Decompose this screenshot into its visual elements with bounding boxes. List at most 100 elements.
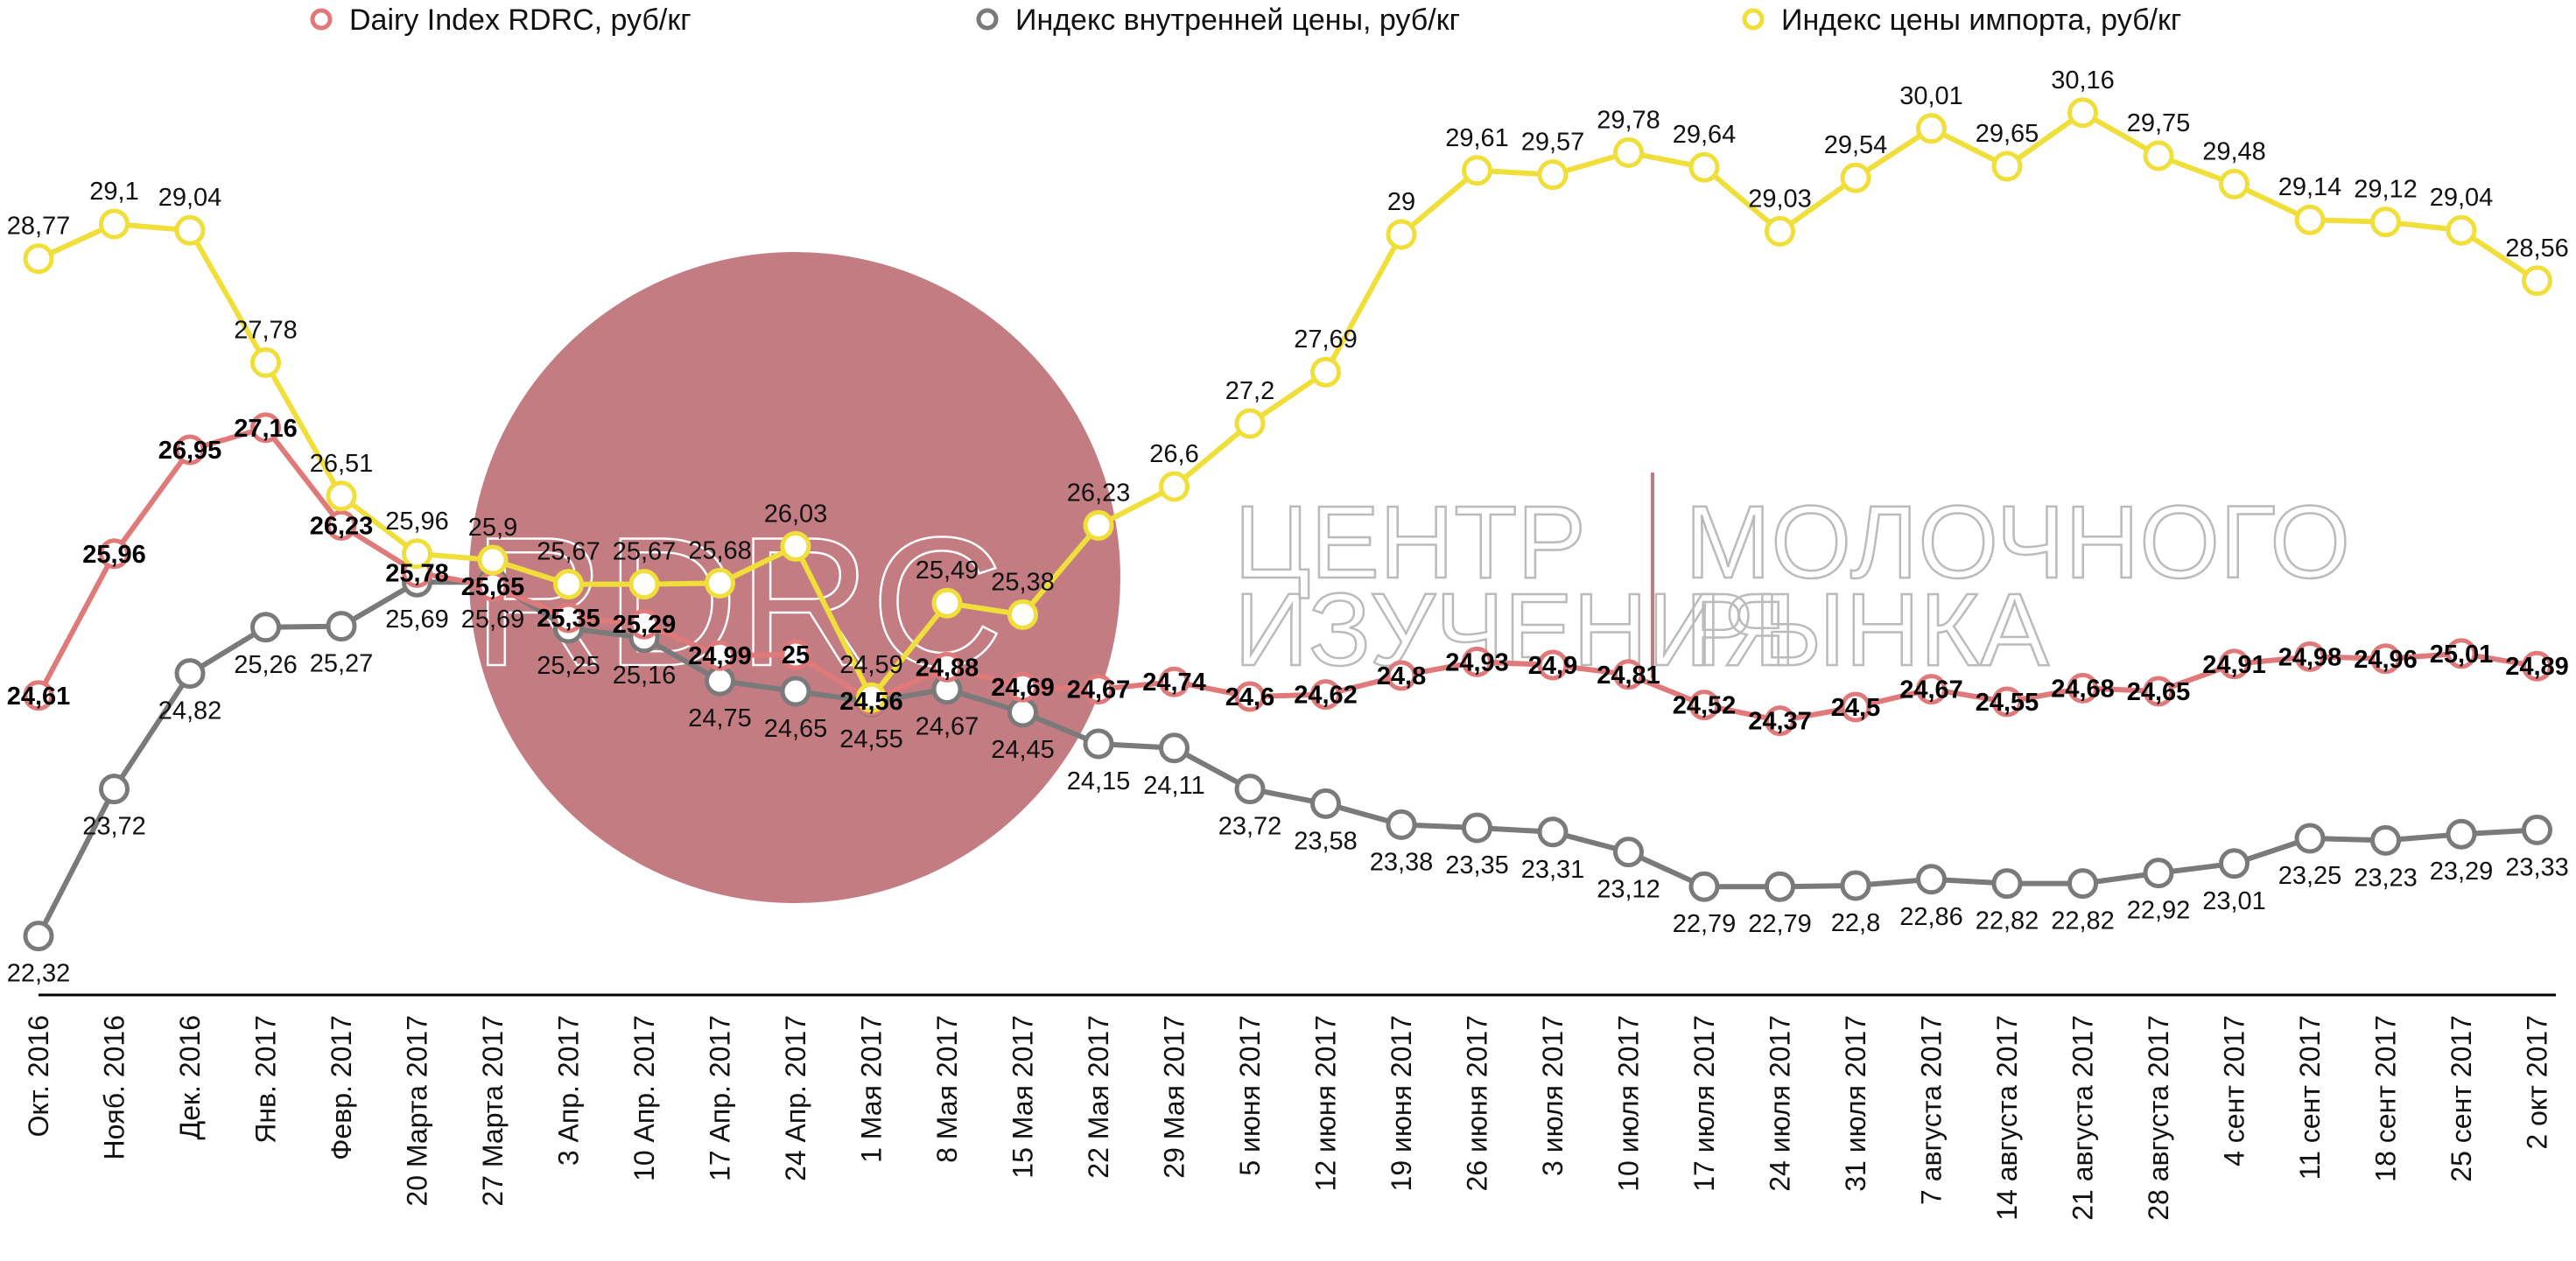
- import-price-index-data-label: 27,78: [234, 316, 298, 344]
- legend-label-1: Индекс внутренней цены, руб/кг: [1015, 4, 1460, 37]
- dairy-index-line: [36, 424, 2537, 724]
- dairy-index-point: [780, 639, 811, 670]
- dairy-index-data-label: 24,6: [1225, 683, 1274, 711]
- domestic-price-index-point: [1537, 816, 1569, 848]
- import-price-index-data-label: 29,75: [2127, 109, 2191, 137]
- dairy-index-data-label: 26,23: [310, 512, 374, 540]
- watermark-logo-text: RDRC: [473, 499, 1004, 704]
- x-tick-label: 4 сент 2017: [2219, 1015, 2250, 1166]
- import-price-index-data-label: 29,64: [1673, 121, 1737, 149]
- domestic-price-index-point: [2370, 824, 2401, 856]
- dairy-index-data-label: 24,55: [1976, 689, 2039, 717]
- x-tick-label: 27 Марта 2017: [477, 1015, 509, 1207]
- domestic-price-index-point: [1386, 809, 1417, 840]
- import-price-index-data-label: 30,01: [1899, 82, 1963, 110]
- domestic-price-index-data-label: 23,72: [82, 813, 146, 841]
- import-price-index-data-label: 29,78: [1597, 106, 1660, 134]
- import-price-index-data-label: 26,51: [310, 450, 374, 478]
- import-price-index-point: [402, 538, 432, 570]
- x-tick-label: 14 августа 2017: [1991, 1015, 2023, 1221]
- domestic-price-index-data-label: 23,29: [2430, 858, 2494, 886]
- domestic-price-index-point: [2294, 823, 2326, 854]
- import-price-index-data-label: 29,03: [1748, 185, 1812, 213]
- domestic-price-index-point: [23, 921, 54, 952]
- dairy-index-data-label: 24,68: [2051, 675, 2115, 703]
- import-price-index-data-label: 25,9: [468, 514, 517, 542]
- import-price-index-point: [1688, 151, 1720, 183]
- dairy-index-point: [250, 412, 281, 444]
- domestic-price-index-point: [1007, 697, 1038, 728]
- domestic-price-index-data-label: 23,12: [1597, 876, 1660, 904]
- domestic-price-index-data-label: 22,79: [1748, 910, 1812, 938]
- import-price-index-point: [2522, 265, 2552, 297]
- dairy-index-data-label: 25,78: [385, 559, 449, 587]
- x-tick-label: 18 сент 2017: [2370, 1015, 2402, 1182]
- import-price-index-point: [1083, 509, 1114, 541]
- domestic-price-index-data-label: 22,8: [1831, 909, 1880, 937]
- x-tick-label: 12 июня 2017: [1310, 1015, 1342, 1191]
- dairy-index-data-label: 24,61: [7, 683, 71, 711]
- import-price-index-data-label: 27,69: [1294, 326, 1358, 354]
- dairy-index-point: [174, 434, 206, 466]
- dairy-index-data-label: 24,88: [916, 654, 979, 682]
- domestic-price-index-data-label: 24,82: [158, 697, 222, 725]
- series-dairy-index: [23, 412, 2552, 737]
- domestic-price-index-point: [1234, 774, 1266, 805]
- watermark-logo: RDRC ЦЕНТР ИЗУЧЕНИЯ МОЛОЧНОГО РЫНКА: [469, 252, 2351, 903]
- dairy-index-point: [1159, 666, 1190, 697]
- import-price-index-point: [2446, 214, 2477, 246]
- domestic-price-index-data-label: 22,86: [1899, 903, 1963, 931]
- domestic-price-index-data-label: 24,11: [1143, 772, 1204, 800]
- dairy-index-data-label: 25,29: [613, 611, 677, 639]
- domestic-price-index-point: [1310, 788, 1341, 819]
- domestic-price-index-data-label: 25,26: [234, 651, 298, 679]
- dairy-index-data-label: 25,35: [537, 605, 600, 633]
- series-import-price-index: [23, 97, 2552, 713]
- import-price-index-point: [628, 569, 660, 600]
- import-price-index-point: [2370, 207, 2401, 238]
- x-tick-label: 20 Марта 2017: [402, 1015, 433, 1207]
- dairy-index-point: [23, 680, 54, 711]
- x-tick-label: 5 июня 2017: [1234, 1015, 1266, 1176]
- dairy-index-data-label: 24,56: [839, 688, 903, 716]
- import-price-index-point: [2219, 168, 2250, 200]
- import-price-index-point: [1007, 599, 1038, 630]
- import-price-index-point: [931, 587, 963, 619]
- dairy-index-point: [1386, 660, 1417, 691]
- x-tick-label: 24 июля 2017: [1765, 1015, 1796, 1192]
- import-price-index-data-label: 26,03: [764, 500, 828, 528]
- dairy-index-data-label: 24,37: [1748, 708, 1812, 736]
- x-tick-label: 28 августа 2017: [2143, 1015, 2174, 1221]
- dairy-index-data-label: 27,16: [234, 415, 298, 443]
- domestic-price-index-data-label: 23,31: [1521, 856, 1585, 884]
- dairy-index-point: [1840, 691, 1871, 723]
- domestic-price-index-point: [2067, 868, 2098, 900]
- domestic-price-index-data-label: 22,79: [1673, 910, 1737, 938]
- dairy-index-data-label: 24,99: [688, 642, 752, 670]
- x-tick-label: Янв. 2017: [250, 1015, 282, 1144]
- x-tick-label: 10 Апр. 2017: [628, 1015, 660, 1181]
- import-price-index-data-label: 28,56: [2505, 235, 2569, 263]
- domestic-price-index-data-label: 22,92: [2127, 897, 2191, 925]
- import-price-index-data-label: 29,57: [1521, 129, 1585, 157]
- import-price-index-data-label: 29,54: [1824, 131, 1888, 159]
- import-price-index-data-label: 25,49: [916, 557, 979, 585]
- x-axis-tick-labels: Окт. 2016 Нояб. 2016 Дек. 2016 Янв. 2017 Фев…: [23, 1015, 2553, 1221]
- import-price-index-point: [1916, 113, 1947, 144]
- import-price-index-point: [2294, 204, 2326, 235]
- domestic-price-index-data-label: 25,69: [461, 606, 525, 634]
- domestic-price-index-data-label: 24,75: [688, 704, 752, 732]
- dairy-index-data-label: 24,67: [1899, 676, 1963, 704]
- domestic-price-index-data-label: 22,32: [7, 960, 71, 988]
- dairy-index-point: [1083, 674, 1114, 705]
- x-tick-label: 21 августа 2017: [2067, 1015, 2099, 1221]
- dairy-index-data-label: 24,74: [1142, 669, 1206, 697]
- import-price-index-point: [705, 567, 735, 599]
- dairy-index-data-label: 24,89: [2505, 653, 2569, 681]
- x-tick-label: 1 Мая 2017: [856, 1015, 888, 1163]
- x-tick-label: 8 Мая 2017: [931, 1015, 963, 1163]
- import-price-index-data-label: 29,04: [2430, 184, 2494, 212]
- domestic-price-index-point: [174, 658, 206, 690]
- import-price-index-data-label: 24,59: [839, 651, 903, 679]
- import-price-index-point: [23, 243, 54, 275]
